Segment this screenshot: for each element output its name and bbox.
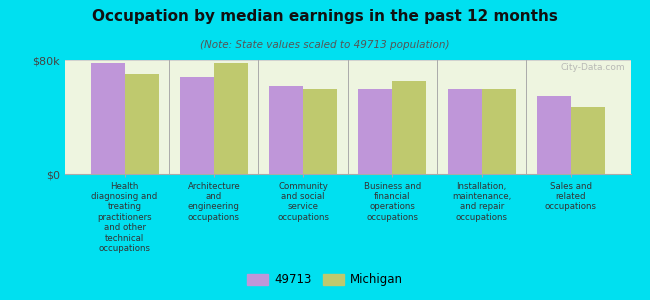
Bar — [537, 96, 571, 174]
Bar — [482, 88, 515, 174]
Bar — [214, 63, 248, 174]
Text: Occupation by median earnings in the past 12 months: Occupation by median earnings in the pas… — [92, 9, 558, 24]
Bar — [393, 81, 426, 174]
Text: (Note: State values scaled to 49713 population): (Note: State values scaled to 49713 popu… — [200, 40, 450, 50]
Bar — [125, 74, 159, 174]
Bar — [303, 88, 337, 174]
Legend: 49713, Michigan: 49713, Michigan — [242, 269, 408, 291]
Text: City-Data.com: City-Data.com — [560, 63, 625, 72]
Bar — [269, 85, 303, 174]
Bar — [358, 88, 393, 174]
Bar — [448, 88, 482, 174]
Bar — [571, 107, 605, 174]
Bar — [91, 63, 125, 174]
Bar — [180, 77, 214, 174]
